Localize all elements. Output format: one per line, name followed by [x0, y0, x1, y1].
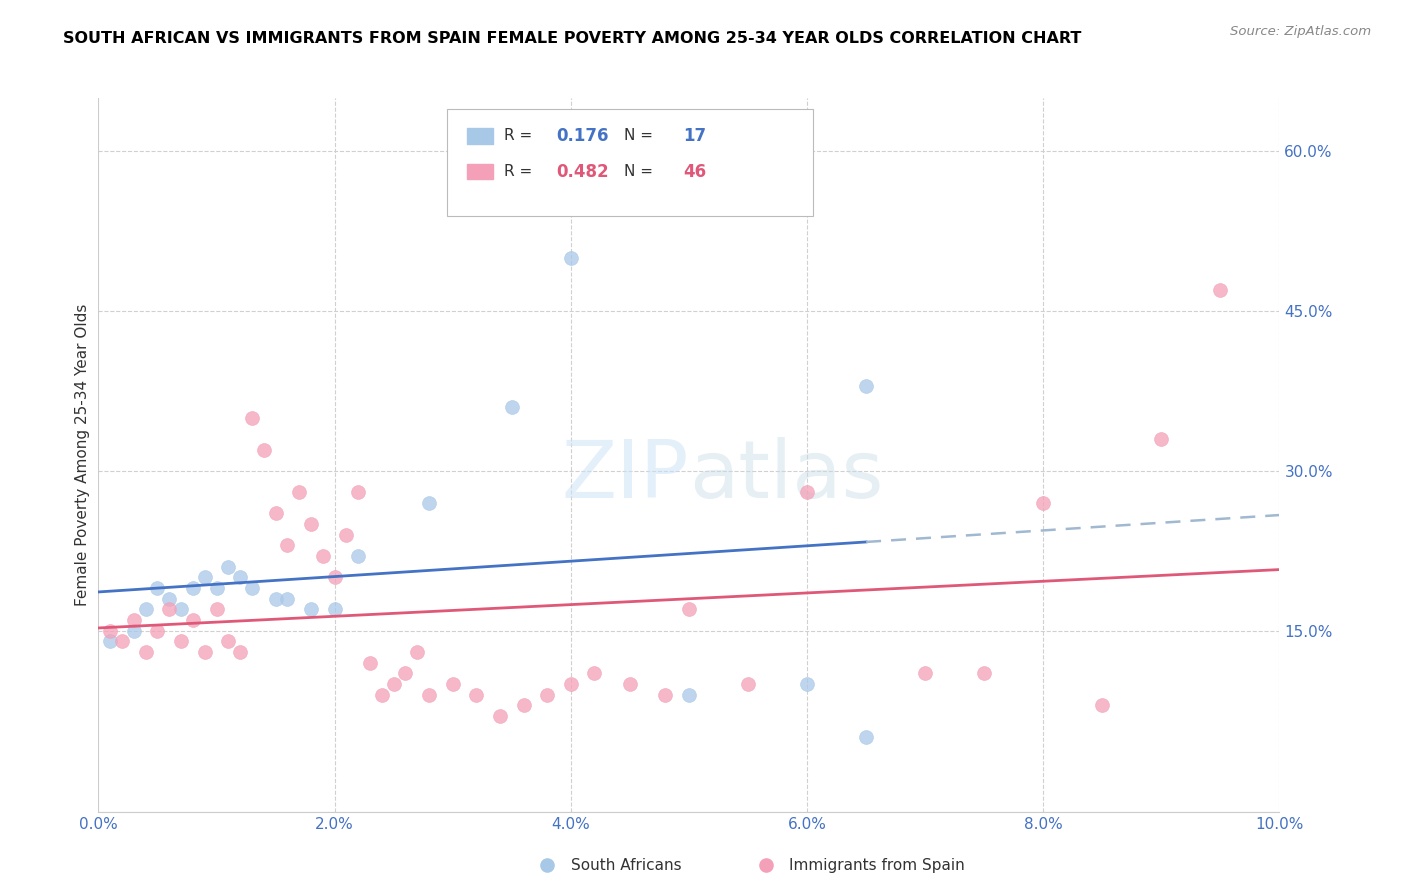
- Point: [122, 613, 145, 627]
- Text: N =: N =: [624, 128, 658, 144]
- Point: [914, 666, 936, 681]
- Text: South Africans: South Africans: [571, 858, 682, 872]
- Point: [536, 688, 558, 702]
- Point: [347, 485, 370, 500]
- Point: [194, 570, 217, 584]
- Point: [299, 602, 322, 616]
- Point: [217, 559, 239, 574]
- Point: [335, 528, 357, 542]
- Point: [347, 549, 370, 563]
- Point: [229, 570, 252, 584]
- Point: [122, 624, 145, 638]
- Point: [406, 645, 429, 659]
- Point: [229, 645, 252, 659]
- Point: [654, 688, 676, 702]
- Point: [489, 709, 512, 723]
- Bar: [467, 128, 494, 144]
- Point: [146, 581, 169, 595]
- Point: [796, 485, 818, 500]
- Point: [796, 677, 818, 691]
- Point: [217, 634, 239, 648]
- Text: ZIP: ZIP: [561, 437, 689, 516]
- Point: [465, 688, 488, 702]
- Point: [240, 410, 263, 425]
- Point: [678, 602, 700, 616]
- Point: [135, 602, 157, 616]
- Point: [323, 602, 346, 616]
- FancyBboxPatch shape: [447, 109, 813, 216]
- Point: [394, 666, 416, 681]
- Point: [276, 538, 298, 552]
- Point: [359, 656, 381, 670]
- Point: [441, 677, 464, 691]
- Point: [371, 688, 394, 702]
- Point: [288, 485, 311, 500]
- Point: [264, 591, 287, 606]
- Point: [418, 496, 440, 510]
- Point: [98, 624, 121, 638]
- Text: Source: ZipAtlas.com: Source: ZipAtlas.com: [1230, 25, 1371, 38]
- Text: 0.482: 0.482: [557, 162, 609, 180]
- Text: SOUTH AFRICAN VS IMMIGRANTS FROM SPAIN FEMALE POVERTY AMONG 25-34 YEAR OLDS CORR: SOUTH AFRICAN VS IMMIGRANTS FROM SPAIN F…: [63, 31, 1081, 46]
- Point: [418, 688, 440, 702]
- Text: 0.176: 0.176: [557, 127, 609, 145]
- Point: [583, 666, 606, 681]
- Point: [170, 634, 193, 648]
- Point: [1032, 496, 1054, 510]
- Point: [323, 570, 346, 584]
- Point: [382, 677, 405, 691]
- Point: [264, 507, 287, 521]
- Point: [135, 645, 157, 659]
- Point: [560, 677, 582, 691]
- Point: [146, 624, 169, 638]
- Bar: [467, 164, 494, 179]
- Point: [276, 591, 298, 606]
- Point: [111, 634, 134, 648]
- Point: [973, 666, 995, 681]
- Text: 46: 46: [683, 162, 706, 180]
- Point: [181, 581, 204, 595]
- Point: [312, 549, 335, 563]
- Point: [1150, 432, 1173, 446]
- Text: 17: 17: [683, 127, 706, 145]
- Point: [194, 645, 217, 659]
- Point: [170, 602, 193, 616]
- Point: [299, 517, 322, 532]
- Point: [240, 581, 263, 595]
- Point: [737, 677, 759, 691]
- Text: N =: N =: [624, 164, 658, 179]
- Point: [205, 581, 228, 595]
- Point: [619, 677, 641, 691]
- Text: Immigrants from Spain: Immigrants from Spain: [789, 858, 965, 872]
- Point: [855, 378, 877, 392]
- Point: [98, 634, 121, 648]
- Text: R =: R =: [503, 128, 537, 144]
- Text: R =: R =: [503, 164, 537, 179]
- Text: atlas: atlas: [689, 437, 883, 516]
- Point: [512, 698, 534, 713]
- Point: [253, 442, 276, 457]
- Point: [181, 613, 204, 627]
- Y-axis label: Female Poverty Among 25-34 Year Olds: Female Poverty Among 25-34 Year Olds: [75, 304, 90, 606]
- Point: [501, 400, 523, 414]
- Point: [1091, 698, 1114, 713]
- Point: [205, 602, 228, 616]
- Point: [1209, 283, 1232, 297]
- Point: [157, 602, 180, 616]
- Point: [678, 688, 700, 702]
- Point: [560, 251, 582, 265]
- Point: [855, 730, 877, 744]
- Point: [157, 591, 180, 606]
